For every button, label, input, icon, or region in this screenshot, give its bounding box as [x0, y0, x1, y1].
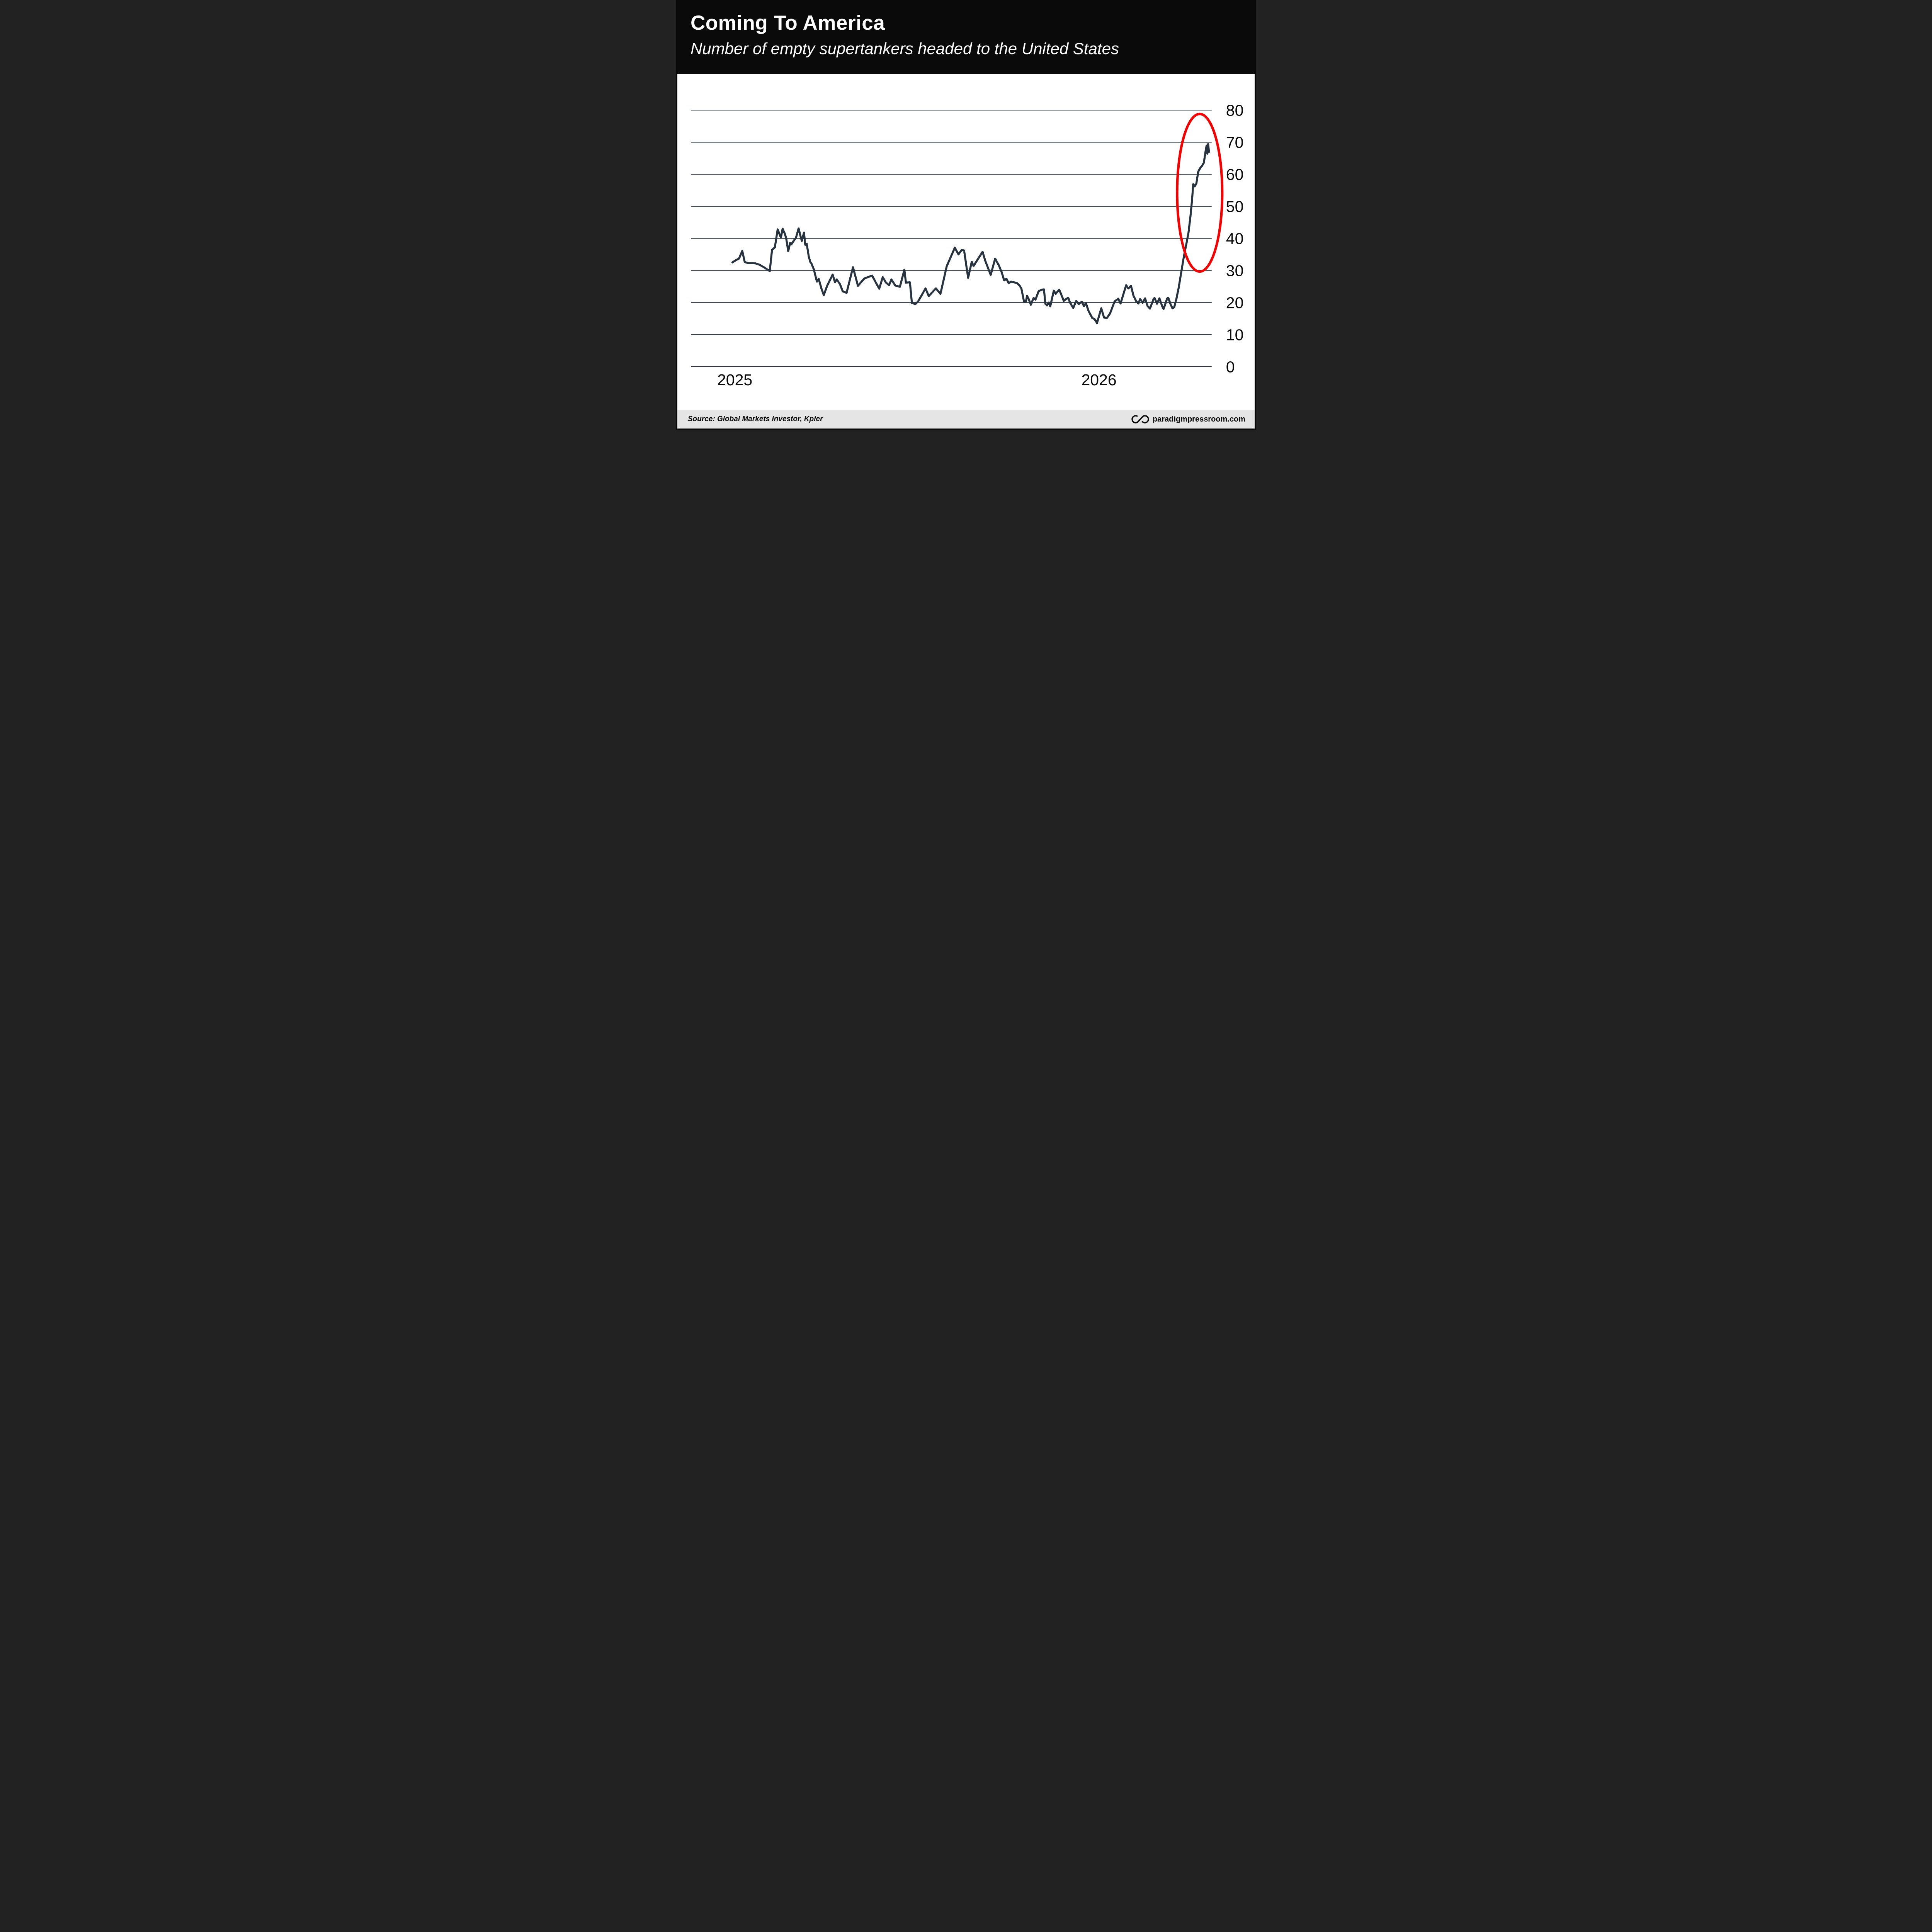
spike-highlight-ellipse	[1176, 112, 1224, 273]
y-tick-label: 60	[1226, 166, 1244, 184]
source-credit: Source: Global Markets Investor, Kpler	[688, 415, 823, 423]
page-subtitle: Number of empty supertankers headed to t…	[690, 39, 1119, 58]
y-tick-label: 80	[1226, 102, 1244, 119]
infinity-logo-icon	[1131, 415, 1149, 423]
brand: paradigmpressroom.com	[1131, 415, 1245, 424]
y-tick-label: 20	[1226, 294, 1244, 312]
gridlines	[690, 110, 1212, 367]
y-tick-label: 0	[1226, 358, 1235, 376]
y-tick-label: 50	[1226, 198, 1244, 216]
line-chart: 0 10 20 30 40 50 60 70 80 2025 2026	[690, 102, 1244, 389]
infographic-page: Coming To America Number of empty supert…	[676, 0, 1256, 430]
y-tick-label: 40	[1226, 230, 1244, 248]
supertankers-series-line	[731, 143, 1210, 324]
y-axis-tick-labels: 0 10 20 30 40 50 60 70 80	[1226, 102, 1244, 376]
site-label: paradigmpressroom.com	[1152, 415, 1245, 423]
bottom-bar	[677, 429, 1255, 430]
page-title: Coming To America	[690, 12, 885, 34]
header: Coming To America Number of empty supert…	[677, 0, 1255, 74]
y-tick-label: 70	[1226, 134, 1244, 151]
footer: Source: Global Markets Investor, Kpler p…	[677, 410, 1255, 429]
x-axis-year-labels: 2025 2026	[717, 371, 1117, 389]
x-tick-label: 2025	[717, 371, 752, 389]
y-tick-label: 10	[1226, 326, 1244, 344]
chart-area: 0 10 20 30 40 50 60 70 80 2025 2026	[677, 74, 1255, 410]
y-tick-label: 30	[1226, 262, 1244, 280]
x-tick-label: 2026	[1081, 371, 1116, 389]
